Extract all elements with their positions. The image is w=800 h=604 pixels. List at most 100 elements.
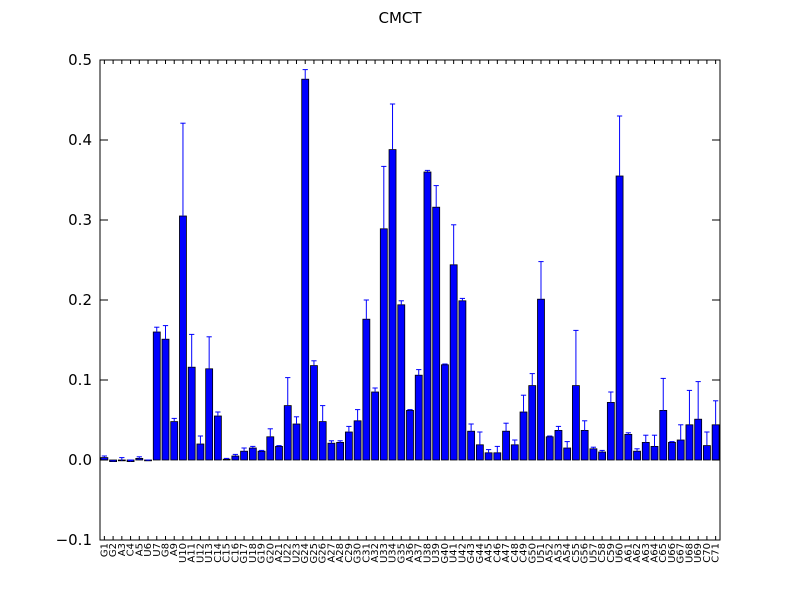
error-bar-U7 (154, 326, 160, 332)
error-bar-U60 (616, 115, 623, 176)
bar-G67 (676, 439, 685, 461)
error-bar-U6 (145, 459, 151, 461)
bar-G19 (257, 450, 266, 461)
x-tick-label: A32 (370, 543, 381, 563)
bar-C49 (519, 411, 528, 461)
bar-U60 (615, 175, 624, 461)
x-tick-label: A11 (187, 543, 198, 563)
x-tick-label: A3 (117, 543, 128, 556)
x-tick-label: G17 (239, 543, 250, 563)
error-bar-G20 (267, 428, 273, 437)
bar-A62 (633, 450, 641, 461)
bar-A64 (650, 445, 659, 461)
error-bar-A61 (625, 432, 631, 435)
bar-G44 (475, 444, 484, 461)
bar-C65 (659, 409, 668, 461)
error-bar-C65 (660, 377, 666, 411)
x-tick-label: G24 (300, 543, 311, 563)
x-tick-label: U39 (431, 543, 442, 563)
error-bar-G8 (162, 325, 169, 340)
error-bar-A28 (337, 440, 343, 443)
error-bar-C49 (520, 394, 527, 412)
error-bar-A54 (564, 441, 570, 448)
bar-U57 (589, 448, 598, 461)
error-bar-C15 (224, 457, 230, 460)
error-bar-G56 (582, 420, 588, 431)
error-bar-A27 (328, 440, 335, 444)
error-bar-G30 (354, 409, 361, 421)
error-bar-G43 (468, 423, 474, 432)
x-tick-label: A36 (405, 543, 416, 563)
x-tick-label: C31 (361, 543, 372, 563)
error-bar-C71 (713, 400, 719, 425)
error-bar-A3 (119, 457, 125, 461)
x-tick-label: G43 (466, 543, 477, 563)
y-axis: −0.1 0.0 0.1 0.2 0.3 0.4 0.5 (56, 51, 720, 549)
x-tick-label: A54 (562, 543, 573, 563)
bar-A5 (135, 457, 144, 461)
x-tick-label: G20 (265, 543, 276, 563)
x-axis: G1G2A3C4A5U6U7G8A9U10A11U12U13C14C15C16G… (99, 60, 722, 563)
error-bar-U38 (424, 169, 431, 172)
bar-C55 (572, 385, 580, 461)
bar-A53 (554, 429, 563, 461)
error-bar-G44 (477, 431, 483, 445)
x-tick-label: C48 (510, 543, 521, 563)
error-bar-G24 (302, 69, 308, 80)
x-tick-label: C15 (222, 543, 233, 563)
error-bar-C16 (232, 453, 238, 456)
bar-A63 (641, 441, 650, 461)
error-bar-A53 (555, 425, 562, 431)
bar-A27 (327, 442, 336, 461)
bar-C14 (213, 415, 222, 461)
bar-U34 (388, 149, 397, 461)
x-tick-label: A64 (650, 543, 661, 563)
x-tick-label: U51 (536, 543, 547, 563)
x-tick-label: U22 (283, 543, 294, 563)
bar-U69 (694, 418, 703, 461)
x-tick-label: A63 (641, 543, 652, 563)
bar-C58 (598, 451, 607, 461)
bar-A61 (624, 433, 633, 461)
bar-G26 (318, 421, 327, 461)
x-tick-label: U34 (388, 543, 399, 563)
x-tick-label: U10 (178, 543, 189, 563)
bars-layer (100, 78, 720, 463)
bar-G8 (161, 338, 170, 461)
error-bar-U23 (293, 416, 300, 424)
x-tick-label: C70 (702, 543, 713, 563)
error-bar-G67 (678, 424, 684, 440)
error-bar-U51 (538, 261, 544, 300)
bar-C16 (231, 455, 240, 461)
error-bar-U13 (206, 336, 212, 369)
bar-U18 (248, 447, 257, 461)
y-tick-label: 0.0 (68, 451, 92, 469)
error-bar-G35 (398, 300, 404, 305)
bar-A36 (406, 409, 414, 461)
y-tick-label: −0.1 (56, 531, 92, 549)
bar-A52 (545, 436, 554, 461)
error-bar-G2 (110, 460, 116, 462)
error-bar-G26 (320, 405, 326, 422)
x-tick-label: G8 (160, 543, 171, 557)
x-tick-label: G2 (108, 543, 119, 557)
error-bar-U39 (433, 185, 439, 208)
error-bar-A64 (651, 434, 658, 447)
bar-G25 (310, 365, 318, 461)
error-bar-U33 (381, 165, 387, 229)
error-bar-C29 (346, 425, 352, 432)
x-tick-label: G44 (475, 543, 486, 563)
x-tick-label: A27 (326, 543, 337, 563)
x-tick-label: A62 (632, 543, 643, 563)
x-tick-label: G1 (99, 543, 110, 557)
x-tick-label: C71 (711, 543, 722, 563)
bar-G24 (301, 78, 310, 461)
x-tick-label: U18 (248, 543, 259, 563)
x-tick-label: U68 (684, 543, 695, 563)
error-bar-G19 (258, 449, 265, 452)
error-bars-layer (101, 69, 719, 462)
x-tick-label: U23 (291, 543, 302, 563)
x-tick-label: U12 (195, 543, 206, 563)
error-bar-G25 (311, 360, 317, 366)
